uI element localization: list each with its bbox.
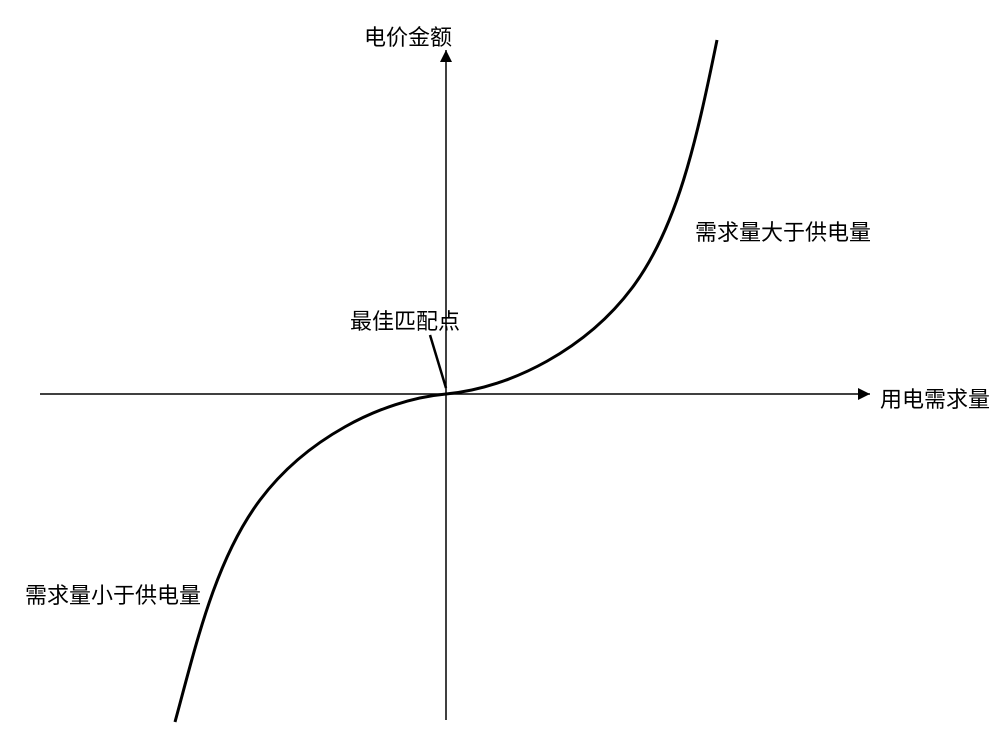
demand-exceeds-supply-label: 需求量大于供电量 <box>695 215 871 247</box>
chart-svg <box>0 0 1000 736</box>
chart-container: 电价金额 用电需求量 最佳匹配点 需求量大于供电量 需求量小于供电量 <box>0 0 1000 736</box>
x-axis-label: 用电需求量 <box>880 382 990 414</box>
supply-exceeds-demand-label: 需求量小于供电量 <box>25 578 201 610</box>
optimal-point-label: 最佳匹配点 <box>350 304 460 336</box>
x-axis-arrow <box>858 388 870 400</box>
optimal-point-arrow <box>430 335 446 388</box>
y-axis-label: 电价金额 <box>364 20 452 52</box>
